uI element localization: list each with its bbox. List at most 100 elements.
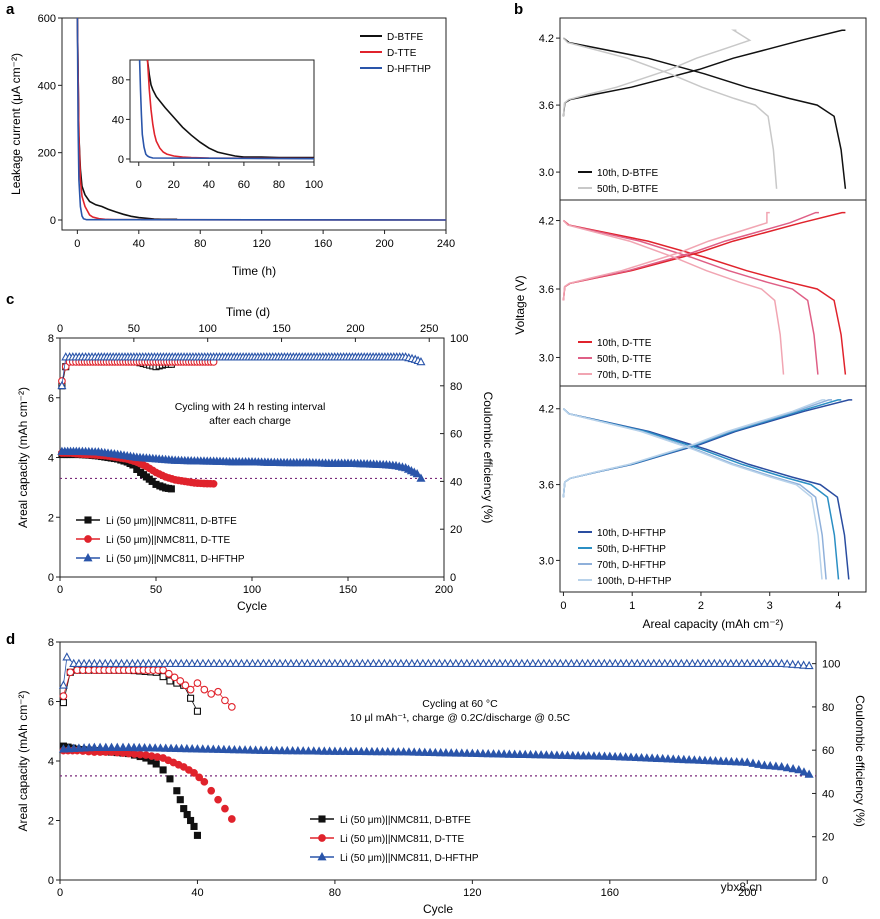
a-series-D-HFTHP <box>76 17 447 221</box>
d-ce-point-D-HFTHP <box>671 658 681 667</box>
d-capacity-point-D-HFTHP <box>198 744 208 753</box>
d-ce-point-D-HFTHP <box>242 658 252 667</box>
d-ce-point-D-HFTHP <box>632 658 642 667</box>
a-inset-frame <box>129 59 315 163</box>
d-ce-point-D-HFTHP <box>627 658 637 667</box>
c-y2tick-label-0: 0 <box>450 572 456 584</box>
d-capacity-point-D-HFTHP <box>409 747 419 756</box>
d-ce-point-D-HFTHP <box>209 658 219 667</box>
d-ce-point-D-HFTHP <box>484 658 494 667</box>
d-ce-point-D-HFTHP <box>544 658 554 667</box>
d-capacity-point-D-HFTHP <box>610 751 620 761</box>
d-ce-point-D-HFTHP <box>489 658 499 667</box>
c-capacity-point-D-HFTHP <box>412 468 422 478</box>
b-legend-label-2-2: 70th, D-HFTHP <box>597 560 666 571</box>
d-capacity-point-D-BTFE <box>180 805 188 813</box>
d-ce-point-D-HFTHP <box>506 658 516 667</box>
d-capacity-point-D-TTE <box>221 804 229 813</box>
d-capacity-point-D-HFTHP <box>224 744 234 754</box>
b-xtick-label-0: 0 <box>560 600 566 612</box>
b-x-axis-label: Areal capacity (mAh cm⁻²) <box>642 617 783 631</box>
c-ce-point-D-HFTHP <box>416 356 426 366</box>
a-y-axis-label: Leakage current (μA cm⁻²) <box>9 53 23 195</box>
d-legend-label-2: Li (50 μm)||NMC811, D-HFTHP <box>340 853 479 864</box>
b-2-ytick-label-3: 3.0 <box>539 555 554 567</box>
d-ce-point-D-HFTHP <box>423 658 433 667</box>
panel-letter-a: a <box>6 1 15 18</box>
d-capacity-point-D-HFTHP <box>393 747 403 756</box>
c-x-axis-label: Cycle <box>237 599 267 613</box>
d-capacity-point-D-HFTHP <box>573 750 583 760</box>
b-xtick-label-4: 4 <box>835 600 841 612</box>
d-ce-point-D-HFTHP <box>605 658 615 667</box>
d-capacity-point-D-HFTHP <box>446 748 456 757</box>
d-ce-point-D-HFTHP <box>308 658 318 667</box>
d-capacity-point-D-HFTHP <box>107 742 117 751</box>
d-ce-point-D-HFTHP <box>313 658 323 667</box>
d-ce-point-D-HFTHP <box>726 658 736 667</box>
d-capacity-point-D-HFTHP <box>771 761 781 770</box>
c-y2tick-label-20: 20 <box>450 524 462 536</box>
d-capacity-point-D-HFTHP <box>420 747 430 756</box>
b-legend-label-2-0: 10th, D-HFTHP <box>597 528 666 539</box>
d-ce-point-D-HFTHP <box>407 658 417 667</box>
d-ce-point-D-HFTHP <box>445 658 455 667</box>
d-ce-point-D-HFTHP <box>522 658 532 667</box>
d-capacity-point-D-BTFE <box>176 796 184 804</box>
d-legend-label-1: Li (50 μm)||NMC811, D-TTE <box>340 834 464 845</box>
d-ce-point-D-HFTHP <box>330 658 340 667</box>
d-capacity-point-D-HFTHP <box>309 746 319 755</box>
d-capacity-point-D-HFTHP <box>705 755 715 765</box>
d-capacity-point-D-HFTHP <box>467 748 477 757</box>
d-ce-point-D-HFTHP <box>451 658 461 667</box>
a-inset-series-D-BTFE <box>146 59 314 159</box>
d-capacity-point-D-HFTHP <box>203 744 213 753</box>
d-ce-point-D-HFTHP <box>412 658 422 667</box>
d-ce-point-D-HFTHP <box>720 658 730 667</box>
d-ce-point-D-HFTHP <box>550 658 560 667</box>
a-xtick-label-80: 80 <box>194 238 206 250</box>
d-ce-point-D-BTFE <box>187 694 195 702</box>
d-capacity-point-D-HFTHP <box>679 754 689 764</box>
d-ce-point-D-BTFE <box>166 677 174 685</box>
d-ce-point-D-HFTHP <box>286 658 296 667</box>
a-xtick-label-40: 40 <box>133 238 145 250</box>
a-inset-ytick-label-0: 0 <box>118 154 124 166</box>
d-ce-point-D-HFTHP <box>517 658 527 667</box>
chart-voltage-profiles: 3.0 3.6 4.2 10th, D-BTFE 50th, D-BTFE 3.0 3.6 4… <box>513 17 867 631</box>
d-ce-point-D-HFTHP <box>555 658 565 667</box>
d-ce-point-D-HFTHP <box>583 658 593 667</box>
d-capacity-point-D-HFTHP <box>711 756 721 765</box>
d-capacity-point-D-BTFE <box>159 766 167 774</box>
d-ce-point-D-HFTHP <box>280 658 290 667</box>
d-capacity-point-D-HFTHP <box>245 745 255 754</box>
b-discharge-curve-1-2 <box>562 219 785 375</box>
d-ce-point-D-HFTHP <box>643 658 653 667</box>
d-capacity-point-D-HFTHP <box>208 744 218 753</box>
d-capacity-point-D-HFTHP <box>89 742 99 751</box>
d-capacity-point-D-HFTHP <box>652 753 662 762</box>
d-capacity-point-D-TTE <box>195 773 204 782</box>
c-xtick-label-0: 0 <box>57 584 63 596</box>
d-capacity-point-D-HFTHP <box>372 746 382 756</box>
a-ytick-label-400: 400 <box>38 80 56 92</box>
a-legend-label-1: D-TTE <box>387 48 417 59</box>
d-ce-point-D-HFTHP <box>58 680 68 689</box>
d-capacity-point-D-HFTHP <box>600 751 610 760</box>
c-y2tick-label-60: 60 <box>450 429 462 441</box>
d-capacity-point-D-HFTHP <box>346 746 356 755</box>
a-xtick-label-160: 160 <box>314 238 332 250</box>
d-capacity-point-D-HFTHP <box>192 744 202 753</box>
d-ce-point-D-HFTHP <box>621 658 631 667</box>
d-ce-point-D-TTE <box>221 696 229 705</box>
d-annotation-line-1: 10 μl mAh⁻¹, charge @ 0.2C/discharge @ 0… <box>350 712 571 724</box>
d-ce-point-D-HFTHP <box>566 658 576 667</box>
d-ce-point-D-HFTHP <box>297 658 307 667</box>
b-legend-label-2-1: 50th, D-HFTHP <box>597 544 666 555</box>
d-ce-point-D-TTE <box>181 681 190 690</box>
d-ce-point-D-HFTHP <box>374 658 384 667</box>
d-capacity-point-D-HFTHP <box>742 757 752 766</box>
d-capacity-point-D-HFTHP <box>525 749 536 759</box>
d-ce-point-D-HFTHP <box>782 659 792 668</box>
d-capacity-point-D-HFTHP <box>647 753 657 762</box>
